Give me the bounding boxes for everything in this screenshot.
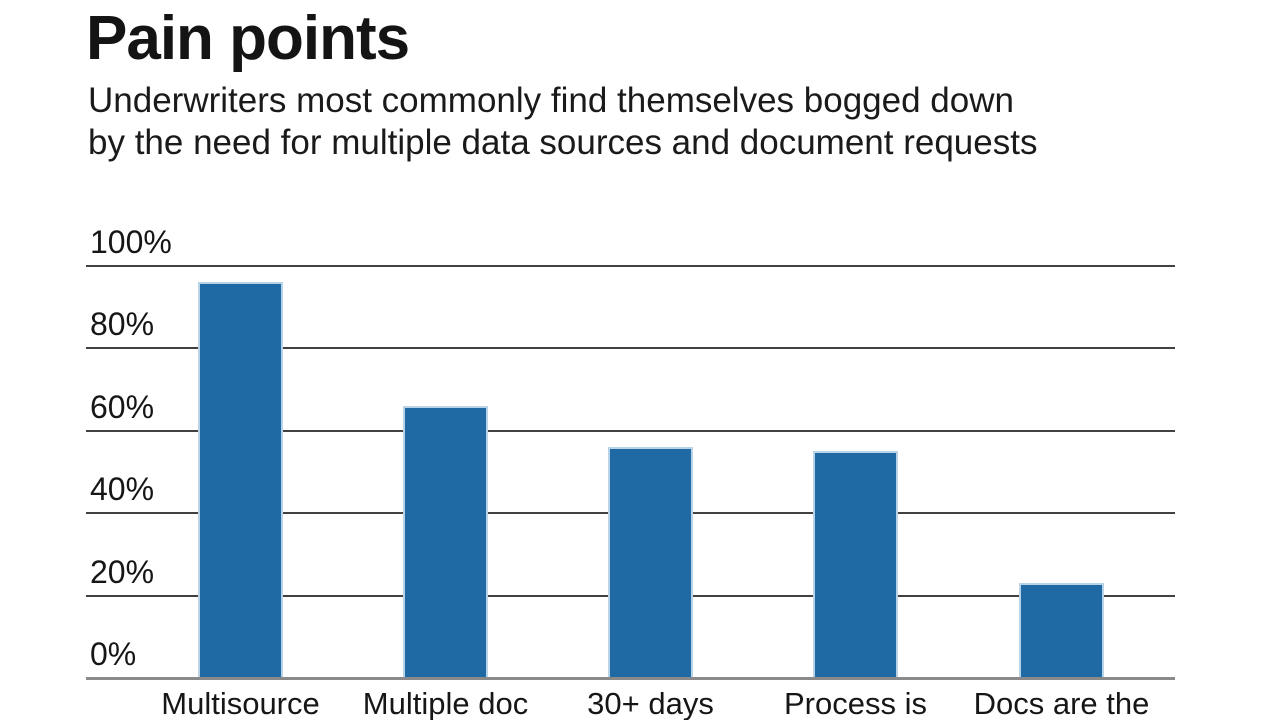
y-axis-tick-label-60: 60%: [90, 388, 155, 425]
bar-3: [608, 447, 693, 678]
bar-5: [1019, 583, 1104, 678]
x-axis-category-label-4: Process is: [784, 686, 927, 720]
bar-4: [813, 451, 898, 678]
gridline-60: [86, 429, 1175, 432]
x-axis-category-label-5: Docs are the: [973, 686, 1150, 720]
chart-subtitle-line-2: by the need for multiple data sources an…: [88, 123, 1038, 162]
chart-subtitle-line-1: Underwriters most commonly find themselv…: [88, 81, 1014, 120]
bar-1: [198, 282, 283, 678]
x-axis-category-label-3: 30+ days: [587, 686, 714, 720]
x-axis-category-label-2: Multiple doc: [362, 686, 529, 720]
bar-2: [403, 406, 488, 678]
y-axis-tick-label-20: 20%: [90, 553, 155, 590]
y-axis-tick-label-80: 80%: [90, 306, 155, 343]
chart-subtitle: Underwriters most commonly find themselv…: [88, 80, 1037, 164]
x-axis-category-label-1: Multisource: [161, 686, 320, 720]
x-axis-line: [86, 677, 1175, 680]
y-axis-tick-label-0: 0%: [90, 636, 137, 672]
page-title: Pain points: [86, 4, 410, 73]
gridline-80: [86, 347, 1175, 350]
y-axis-tick-label-100: 100%: [90, 224, 172, 260]
y-axis-tick-label-40: 40%: [90, 471, 155, 508]
gridline-100: [86, 265, 1175, 267]
